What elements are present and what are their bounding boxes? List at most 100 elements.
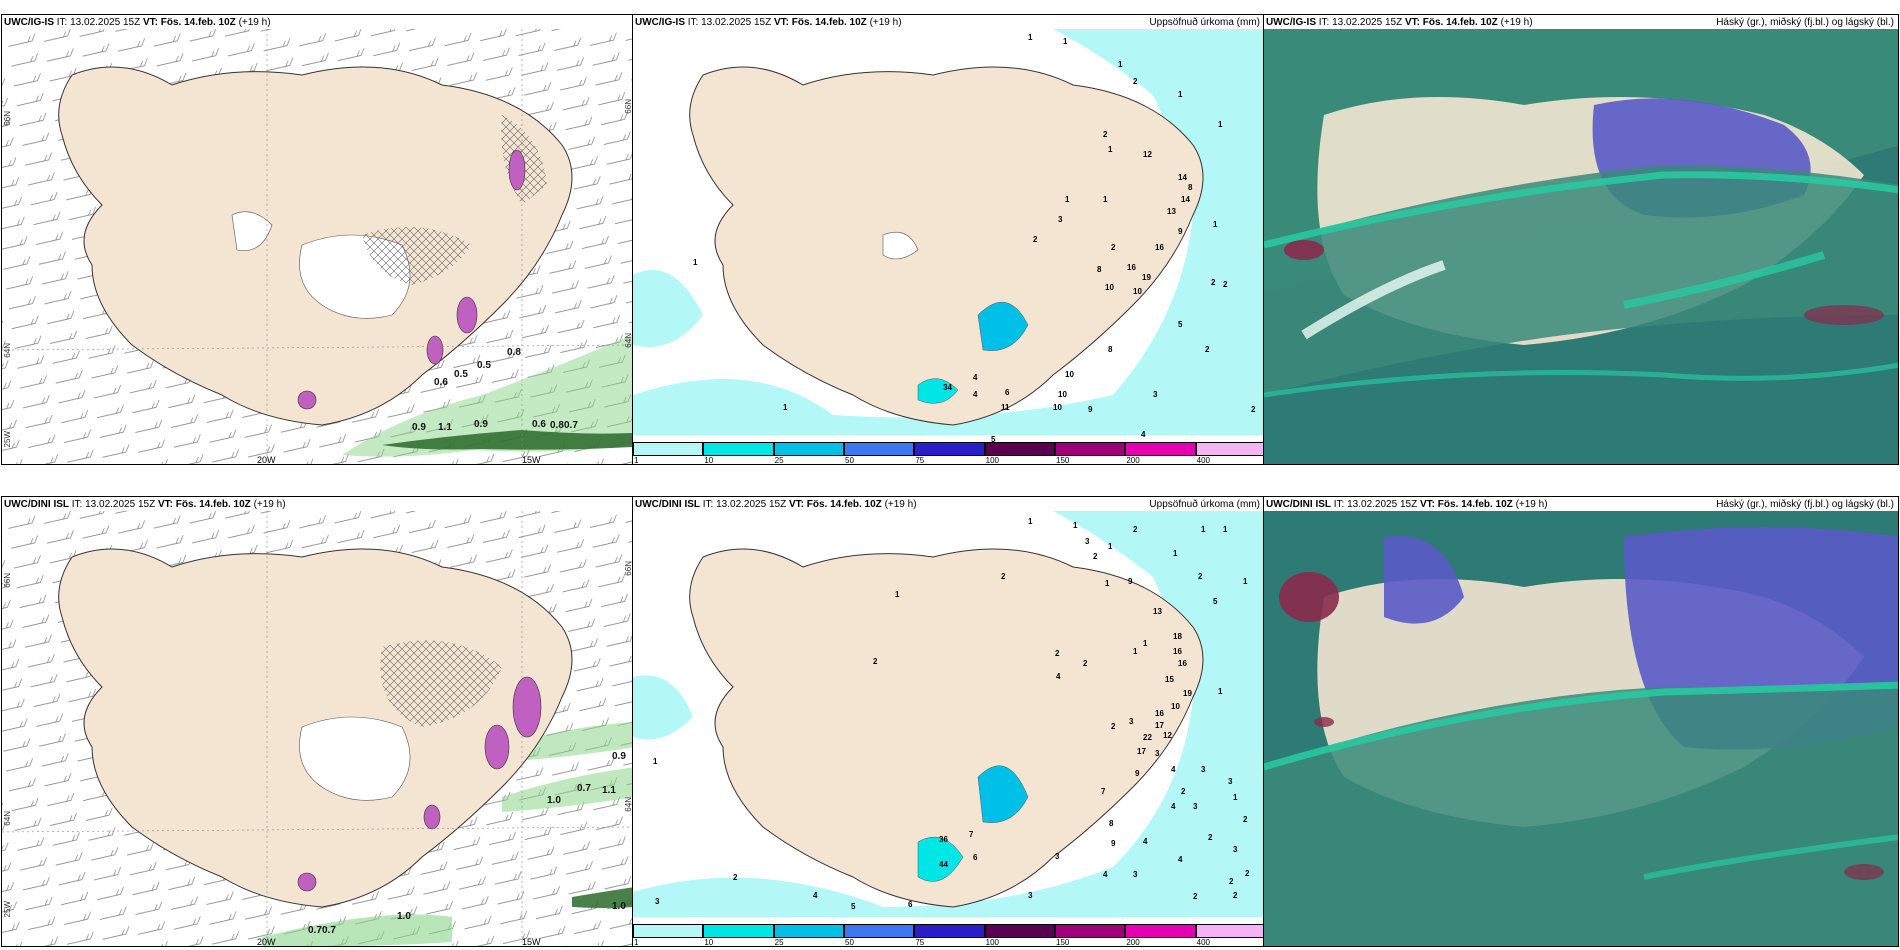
precip-label: 3 bbox=[1028, 891, 1033, 900]
precip-label: 5 bbox=[1213, 597, 1218, 606]
precip-label: 2 bbox=[1055, 649, 1060, 658]
gust-value: 1.1 bbox=[438, 422, 452, 433]
model-name: UWC/DINI ISL bbox=[1266, 499, 1331, 510]
precip-label: 3 bbox=[1085, 537, 1090, 546]
colorbar-swatch bbox=[633, 924, 704, 938]
panel-top-left-wind: UWC/IG-IS IT: 13.02.2025 15Z VT: Fös. 14… bbox=[1, 14, 634, 465]
model-name: UWC/IG-IS bbox=[1266, 17, 1316, 28]
precip-label: 9 bbox=[1088, 405, 1093, 414]
precip-label: 14 bbox=[1181, 195, 1190, 204]
colorbar-swatch bbox=[844, 924, 915, 938]
vt-label: VT: bbox=[142, 17, 158, 28]
precip-label: 1 bbox=[1028, 517, 1033, 526]
gust-value: 1.0 bbox=[612, 901, 626, 912]
vt-value: Fös. 14.feb. 10Z bbox=[806, 499, 882, 510]
lead-time: (+19 h) bbox=[869, 17, 902, 28]
precip-label: 12 bbox=[1163, 731, 1172, 740]
it-label: IT: bbox=[702, 499, 714, 510]
precip-label: 2 bbox=[1093, 552, 1098, 561]
vt-label: VT: bbox=[157, 499, 173, 510]
precip-label: 8 bbox=[1109, 819, 1114, 828]
precip-label: 5 bbox=[1178, 320, 1183, 329]
wind-map-canvas bbox=[2, 29, 633, 464]
precip-label: 3 bbox=[1201, 765, 1206, 774]
colorbar-tick: 400 bbox=[1196, 456, 1211, 465]
precip-label: 3 bbox=[655, 897, 660, 906]
precip-label: 2 bbox=[1211, 278, 1216, 287]
precip-label: 2 bbox=[1193, 892, 1198, 901]
precip-label: 1 bbox=[1108, 542, 1113, 551]
wind-map-canvas bbox=[2, 511, 633, 946]
precip-label: 16 bbox=[1178, 659, 1187, 668]
precip-colorbar: 1 10 25 50 75 100 150 200 400 bbox=[633, 438, 1264, 464]
precip-label: 3 bbox=[1193, 802, 1198, 811]
it-value: 13.02.2025 15Z bbox=[716, 499, 787, 510]
lat-label: 64N bbox=[3, 811, 12, 826]
precip-label: 4 bbox=[1103, 870, 1108, 879]
it-value: 13.02.2025 15Z bbox=[701, 17, 772, 28]
it-value: 13.02.2025 15Z bbox=[1332, 17, 1403, 28]
gust-value: 0.7 bbox=[564, 420, 578, 431]
precip-label: 17 bbox=[1155, 721, 1164, 730]
colorbar-swatch bbox=[984, 442, 1055, 456]
precip-label: 4 bbox=[1171, 802, 1176, 811]
precip-label: 16 bbox=[1127, 263, 1136, 272]
precip-label: 1 bbox=[653, 757, 658, 766]
vt-value: Fös. 14.feb. 10Z bbox=[160, 17, 236, 28]
precip-label: 11 bbox=[1001, 403, 1010, 412]
precip-label: 1 bbox=[1133, 647, 1138, 656]
colorbar-tick: 75 bbox=[915, 938, 925, 947]
precip-label: 3 bbox=[1153, 390, 1158, 399]
precip-label: 9 bbox=[1135, 769, 1140, 778]
gust-value: 0.9 bbox=[474, 419, 488, 430]
precip-label: 2 bbox=[1133, 525, 1138, 534]
it-value: 13.02.2025 15Z bbox=[1347, 499, 1418, 510]
colorbar-swatch bbox=[703, 442, 774, 456]
gust-value: 0.5 bbox=[454, 369, 468, 380]
panel-header: UWC/DINI ISL IT: 13.02.2025 15Z VT: Fös.… bbox=[4, 499, 286, 510]
gust-value: 0.5 bbox=[477, 360, 491, 371]
lat-label: 66N bbox=[3, 573, 12, 588]
lead-time: (+19 h) bbox=[253, 499, 286, 510]
iceland-land bbox=[689, 66, 1204, 426]
precip-label: 8 bbox=[1097, 265, 1102, 274]
lat-label: 66N bbox=[3, 111, 12, 126]
panel-title-right: Háský (gr.), miðský (fj.bl.) og lágský (… bbox=[1716, 17, 1894, 28]
precip-label: 18 bbox=[1173, 632, 1182, 641]
precip-label: 2 bbox=[1181, 787, 1186, 796]
precip-label: 2 bbox=[1111, 243, 1116, 252]
gust-value: 0.7 bbox=[308, 925, 322, 936]
panel-title-right: Háský (gr.), miðský (fj.bl.) og lágský (… bbox=[1716, 499, 1894, 510]
precip-label: 1 bbox=[1218, 687, 1223, 696]
lat-label: 25W bbox=[3, 431, 12, 448]
precip-label: 2 bbox=[1245, 869, 1250, 878]
precip-label: 1 bbox=[693, 258, 698, 267]
precip-label: 17 bbox=[1137, 747, 1146, 756]
panel-bottom-left-wind: UWC/DINI ISL IT: 13.02.2025 15Z VT: Fös.… bbox=[1, 496, 634, 947]
it-label: IT: bbox=[56, 17, 68, 28]
colorbar-swatch bbox=[1125, 442, 1196, 456]
colorbar-swatch bbox=[984, 924, 1055, 938]
colorbar-tick: 100 bbox=[985, 938, 1000, 947]
model-name: UWC/IG-IS bbox=[4, 17, 54, 28]
precip-label: 1 bbox=[1243, 577, 1248, 586]
panel-header: UWC/IG-IS IT: 13.02.2025 15Z VT: Fös. 14… bbox=[1266, 17, 1533, 28]
precip-label: 2 bbox=[1208, 833, 1213, 842]
precip-label: 4 bbox=[1143, 837, 1148, 846]
lon-label: 15W bbox=[522, 937, 541, 947]
precip-label: 3 bbox=[1133, 870, 1138, 879]
precip-label: 2 bbox=[1133, 77, 1138, 86]
precip-label: 1 bbox=[1173, 549, 1178, 558]
precip-label: 7 bbox=[1101, 787, 1106, 796]
precip-label: 44 bbox=[939, 860, 948, 869]
colorbar-swatch bbox=[773, 924, 844, 938]
panel-top-right-clouds: UWC/IG-IS IT: 13.02.2025 15Z VT: Fös. 14… bbox=[1263, 14, 1899, 465]
precip-label: 10 bbox=[1058, 390, 1067, 399]
it-value: 13.02.2025 15Z bbox=[85, 499, 156, 510]
colorbar-tick: 150 bbox=[1056, 456, 1070, 465]
vt-label: VT: bbox=[1419, 499, 1435, 510]
precip-label: 1 bbox=[1065, 195, 1070, 204]
lon-label: 20W bbox=[257, 937, 276, 947]
lon-label: 15W bbox=[522, 455, 541, 465]
colorbar-swatch bbox=[1195, 924, 1264, 938]
